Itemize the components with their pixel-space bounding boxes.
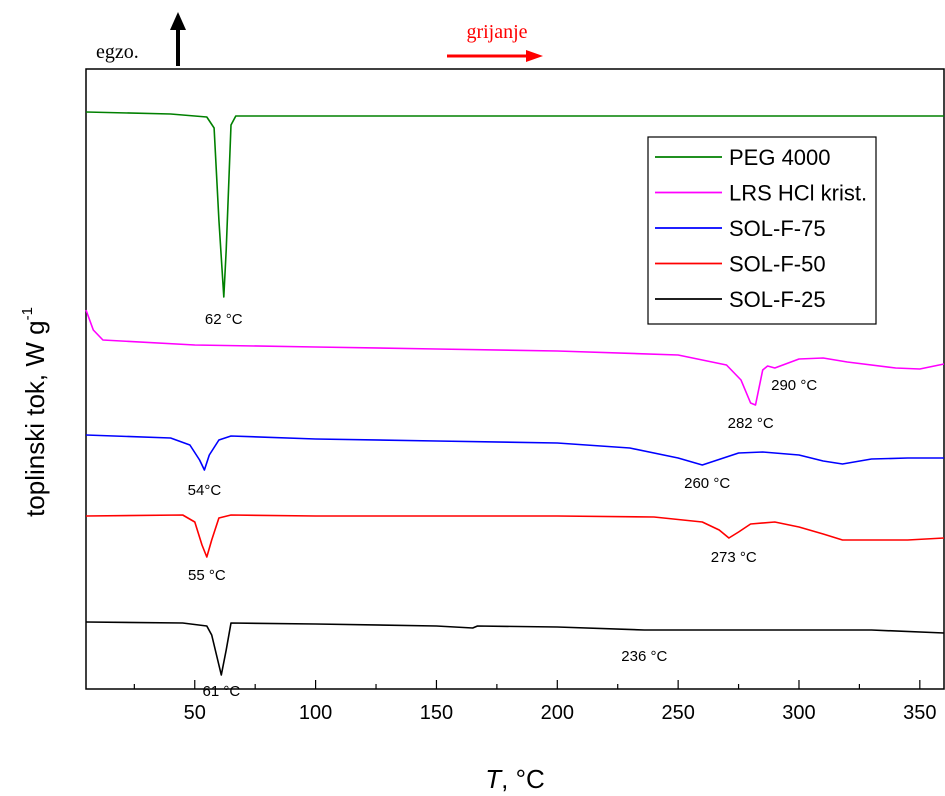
legend-label-sol-f-50: SOL-F-50 bbox=[729, 252, 826, 277]
peak-label: 54°C bbox=[188, 482, 222, 499]
plot-frame bbox=[85, 68, 945, 690]
peak-label: 282 °C bbox=[728, 415, 774, 432]
peak-label: 290 °C bbox=[771, 377, 817, 394]
series-line-lrs-hcl-krist bbox=[85, 309, 945, 406]
peak-label: 62 °C bbox=[205, 311, 243, 328]
x-tick-label: 150 bbox=[420, 702, 453, 724]
legend-label-sol-f-75: SOL-F-75 bbox=[729, 216, 826, 241]
x-tick-label: 250 bbox=[661, 702, 694, 724]
legend-items: PEG 4000 LRS HCl krist. SOL-F-75 SOL-F-50 SO… bbox=[655, 145, 867, 312]
series-group bbox=[85, 111, 945, 676]
exo-arrow-icon bbox=[170, 12, 186, 66]
x-tick-label: 200 bbox=[541, 702, 574, 724]
legend-label-lrs-hcl-krist: LRS HCl krist. bbox=[729, 181, 867, 206]
series-line-sol-f-75 bbox=[85, 434, 944, 471]
heating-arrow-icon bbox=[447, 50, 543, 62]
x-tick-label: 100 bbox=[299, 702, 332, 724]
legend: PEG 4000 LRS HCl krist. SOL-F-75 SOL-F-50 SO… bbox=[647, 136, 877, 325]
legend-label-sol-f-25: SOL-F-25 bbox=[729, 287, 826, 312]
series-line-sol-f-25 bbox=[85, 621, 945, 676]
x-tick-label: 300 bbox=[782, 702, 815, 724]
x-axis-title: T, °C bbox=[485, 764, 545, 794]
x-axis-title-symbol: T bbox=[485, 764, 503, 794]
x-axis-ticks: 50 100 150 200 250 300 350 bbox=[133, 680, 937, 724]
peak-label: 236 °C bbox=[621, 648, 667, 665]
legend-box bbox=[647, 136, 877, 325]
peak-label: 61 °C bbox=[203, 683, 241, 700]
legend-label-peg-4000: PEG 4000 bbox=[729, 145, 831, 170]
peak-annotations: 62 °C 290 °C 282 °C 54°C 260 °C 55 °C 273 °C 23… bbox=[188, 311, 818, 700]
heating-label: grijanje bbox=[466, 21, 527, 43]
x-tick-label: 50 bbox=[184, 702, 206, 724]
series-line-sol-f-50 bbox=[85, 514, 945, 558]
x-axis-title-unit: , °C bbox=[501, 764, 545, 794]
y-axis-title-text: toplinski tok, W g bbox=[20, 320, 50, 517]
peak-label: 55 °C bbox=[188, 567, 226, 584]
peak-label: 260 °C bbox=[684, 475, 730, 492]
x-tick-label: 350 bbox=[903, 702, 936, 724]
exo-label: egzo. bbox=[96, 41, 139, 63]
series-line-peg-4000 bbox=[85, 111, 944, 298]
y-axis-title-sup: -1 bbox=[19, 307, 36, 320]
peak-label: 273 °C bbox=[711, 549, 757, 566]
y-axis-title: toplinski tok, W g-1 bbox=[19, 307, 50, 517]
